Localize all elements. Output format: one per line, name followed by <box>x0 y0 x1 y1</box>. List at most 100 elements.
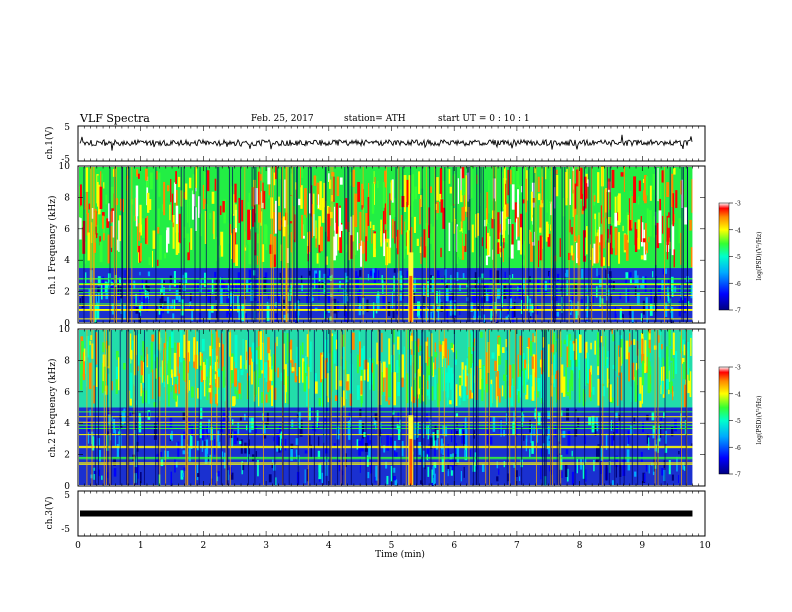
spectrogram-cell <box>619 293 622 300</box>
spectrogram-cell <box>672 332 675 355</box>
spectrogram-cell <box>419 246 422 253</box>
spectrogram-cell <box>588 416 592 426</box>
spectrogram-cell <box>548 271 550 288</box>
spectrogram-cell <box>209 454 211 466</box>
spectrogram-cell <box>392 309 395 319</box>
spectrogram-cell <box>450 342 453 348</box>
spectrogram-cell <box>634 471 637 477</box>
spectrogram-cell <box>540 466 542 480</box>
spectrogram-cell <box>140 360 144 376</box>
colorbar-ticks: -3-4-5-6-7-3-4-5-6-7 <box>729 201 741 479</box>
spectrogram-cell <box>315 273 318 291</box>
spectrogram-cell <box>568 333 571 368</box>
spectrogram-cell <box>204 171 207 199</box>
spectrogram-cell <box>503 187 507 219</box>
spectrogram-cell <box>492 416 496 432</box>
spectrogram-cell <box>607 242 610 267</box>
spectrogram-cell <box>283 314 287 321</box>
spectrogram-cell <box>216 370 218 404</box>
spectrogram-cell <box>297 411 301 429</box>
spectrogram-cell <box>503 238 505 249</box>
spectrogram-cell <box>99 236 101 246</box>
spectrogram-cell <box>445 282 449 292</box>
spectrogram-cell <box>172 222 174 228</box>
spectrogram-cell <box>671 474 674 481</box>
spectrogram-cell <box>670 307 674 321</box>
spectrogram-cell <box>99 241 103 263</box>
spectrogram-cell <box>270 369 273 381</box>
spectrogram-cell <box>627 214 629 243</box>
spectrogram-cell <box>489 436 493 445</box>
spectrogram-cell <box>140 243 142 262</box>
spectrogram-cell <box>503 429 505 437</box>
spectrogram-cell <box>553 332 556 342</box>
ch1-waveform-line <box>79 134 693 151</box>
spectrogram-cell <box>211 191 215 204</box>
spectrogram-cell <box>489 270 492 282</box>
spectrogram-cell <box>175 223 179 255</box>
spectrogram-cell <box>607 351 610 365</box>
spectrogram-cell <box>641 421 644 433</box>
spectrogram-cell <box>605 433 608 450</box>
spectrogram-cell <box>523 359 527 374</box>
spectrogram-cell <box>87 432 90 444</box>
spectrogram-cell <box>251 358 253 385</box>
spectrogram-cell <box>646 414 649 421</box>
spectrogram-cell <box>653 216 656 238</box>
spectrogram-cell <box>614 196 617 220</box>
spectrogram-cell <box>419 198 421 225</box>
spectrogram-cell <box>582 182 585 207</box>
spectrogram-cell <box>688 368 690 381</box>
spectrogram-cell <box>244 313 247 320</box>
spectrogram-cell <box>294 363 298 383</box>
spectrogram-cell <box>206 170 210 192</box>
spectrogram-cell <box>97 276 101 286</box>
spectrogram-cell <box>422 285 425 295</box>
spectrogram-cell <box>678 301 681 317</box>
spectrogram-cell <box>479 368 482 390</box>
spectrogram-cell <box>496 270 499 285</box>
spectrogram-cell <box>401 354 404 378</box>
spectrogram-cell <box>227 298 230 315</box>
spectrogram-cell <box>485 352 488 384</box>
spectrogram-cell <box>255 451 257 458</box>
spectrogram-cell <box>635 220 639 232</box>
spectrogram-cell <box>98 449 101 462</box>
spectrogram-cell <box>652 425 656 434</box>
spectrogram-cell <box>243 364 245 369</box>
spectrogram-cell <box>539 359 542 368</box>
spectrogram-cell <box>346 381 349 391</box>
spectrogram-cell <box>156 306 158 321</box>
spectrogram-cell <box>359 270 362 277</box>
spectrogram-cell <box>546 199 548 213</box>
spectrogram-cell <box>334 395 338 402</box>
spectrogram-cell <box>436 201 439 214</box>
spectrogram-cell <box>139 204 142 233</box>
spectrogram-cell <box>182 360 186 381</box>
spectrogram-cell <box>672 358 675 379</box>
spectrogram-cell <box>291 359 294 373</box>
spectrogram-cell <box>166 341 169 364</box>
spectrogram-cell <box>161 292 164 304</box>
spectrogram-cell <box>633 339 636 345</box>
spectrogram-cell <box>339 222 343 253</box>
spectrogram-cell <box>208 387 212 393</box>
spectrogram-cell <box>565 449 569 455</box>
spectrogram-cell <box>586 307 589 322</box>
spectrogram-cell <box>450 430 453 442</box>
spectrogram-cell <box>497 344 499 374</box>
spectrogram-cell <box>214 374 217 380</box>
spectrogram-cell <box>87 232 91 261</box>
spectrogram-cell <box>548 344 550 377</box>
spectrogram-cell <box>682 339 685 352</box>
spectrogram-cell <box>418 171 421 194</box>
spectrogram-cell <box>167 375 169 385</box>
spectrogram-cell <box>404 182 407 213</box>
spectrogram-cell <box>578 334 582 353</box>
spectrogram-cell <box>135 293 137 305</box>
spectrogram-cell <box>211 278 214 294</box>
spectrogram-cell <box>358 440 362 456</box>
spectrogram-cell <box>229 291 232 307</box>
spectrogram-cell <box>268 474 272 483</box>
spectrogram-cell <box>600 446 603 461</box>
